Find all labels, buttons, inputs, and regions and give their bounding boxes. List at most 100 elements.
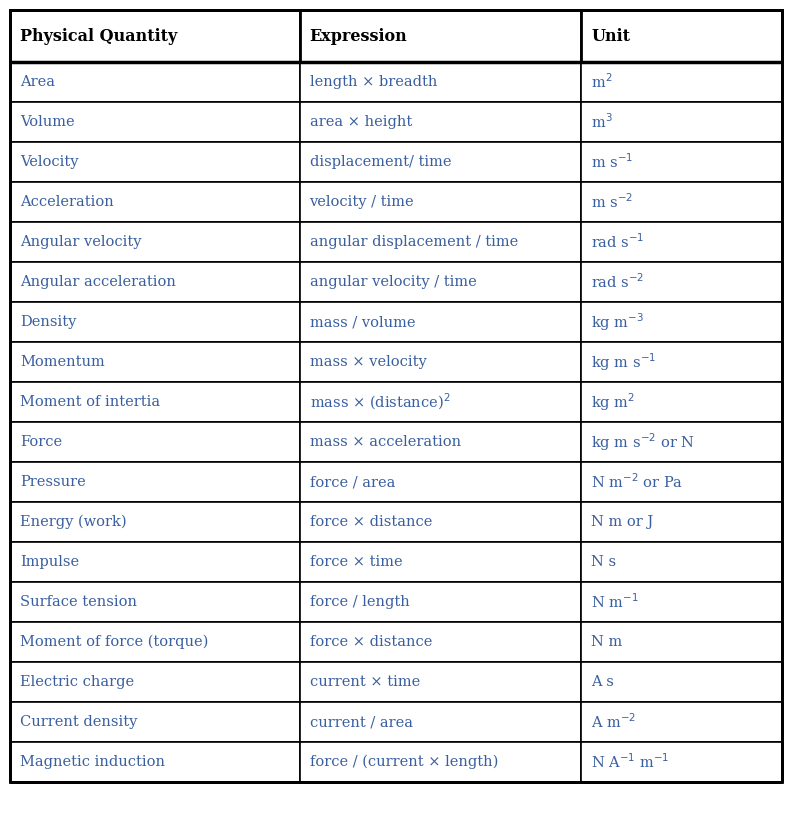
Bar (299, 342, 581, 382)
Bar (299, 542, 581, 582)
Bar (10, 702, 299, 742)
Text: force / (current × length): force / (current × length) (310, 755, 498, 770)
Text: kg m s$^{-1}$: kg m s$^{-1}$ (592, 351, 657, 373)
Text: A s: A s (592, 675, 614, 689)
Text: N m or J: N m or J (592, 515, 653, 529)
Text: force × time: force × time (310, 555, 402, 569)
Bar (10, 742, 299, 782)
Bar (581, 422, 782, 462)
Text: Pressure: Pressure (20, 475, 86, 489)
Text: N s: N s (592, 555, 616, 569)
Text: Moment of force (torque): Moment of force (torque) (20, 635, 208, 649)
Text: current / area: current / area (310, 715, 413, 729)
Text: A m$^{-2}$: A m$^{-2}$ (592, 713, 637, 732)
Text: angular velocity / time: angular velocity / time (310, 275, 476, 289)
Text: m$^{3}$: m$^{3}$ (592, 113, 613, 132)
Bar (581, 742, 782, 782)
Bar (10, 142, 299, 182)
Text: Electric charge: Electric charge (20, 675, 134, 689)
Bar (581, 182, 782, 222)
Bar (299, 262, 581, 302)
Text: m$^{2}$: m$^{2}$ (592, 72, 613, 91)
Bar (10, 62, 299, 102)
Bar (10, 262, 299, 302)
Bar (299, 222, 581, 262)
Bar (299, 382, 581, 422)
Text: Moment of intertia: Moment of intertia (20, 395, 160, 409)
Bar (299, 702, 581, 742)
Text: velocity / time: velocity / time (310, 195, 414, 209)
Bar (299, 742, 581, 782)
Text: force / length: force / length (310, 595, 409, 609)
Bar (581, 662, 782, 702)
Bar (10, 182, 299, 222)
Text: N m: N m (592, 635, 623, 649)
Text: N m$^{-1}$: N m$^{-1}$ (592, 593, 639, 611)
Text: Energy (work): Energy (work) (20, 515, 127, 529)
Bar (10, 342, 299, 382)
Text: Physical Quantity: Physical Quantity (20, 27, 177, 44)
Text: current × time: current × time (310, 675, 420, 689)
Bar (299, 622, 581, 662)
Bar (581, 10, 782, 62)
Text: displacement/ time: displacement/ time (310, 155, 451, 169)
Bar (581, 542, 782, 582)
Text: Angular acceleration: Angular acceleration (20, 275, 176, 289)
Text: force × distance: force × distance (310, 515, 432, 529)
Bar (299, 102, 581, 142)
Bar (10, 502, 299, 542)
Bar (299, 462, 581, 502)
Bar (10, 662, 299, 702)
Text: rad s$^{-1}$: rad s$^{-1}$ (592, 233, 645, 251)
Text: length × breadth: length × breadth (310, 75, 437, 89)
Text: mass × (distance)$^{2}$: mass × (distance)$^{2}$ (310, 392, 450, 412)
Text: Density: Density (20, 315, 76, 329)
Text: Expression: Expression (310, 27, 407, 44)
Bar (581, 702, 782, 742)
Bar (581, 462, 782, 502)
Text: Acceleration: Acceleration (20, 195, 114, 209)
Bar (10, 302, 299, 342)
Bar (10, 382, 299, 422)
Bar (10, 222, 299, 262)
Bar (581, 342, 782, 382)
Bar (10, 542, 299, 582)
Text: m s$^{-2}$: m s$^{-2}$ (592, 193, 634, 212)
Bar (10, 422, 299, 462)
Bar (299, 582, 581, 622)
Text: Force: Force (20, 435, 62, 449)
Text: Area: Area (20, 75, 55, 89)
Text: Unit: Unit (592, 27, 630, 44)
Text: kg m$^{-3}$: kg m$^{-3}$ (592, 311, 645, 332)
Text: mass × acceleration: mass × acceleration (310, 435, 461, 449)
Text: Current density: Current density (20, 715, 137, 729)
Bar (581, 302, 782, 342)
Bar (581, 142, 782, 182)
Bar (581, 502, 782, 542)
Text: Magnetic induction: Magnetic induction (20, 755, 165, 769)
Text: rad s$^{-2}$: rad s$^{-2}$ (592, 272, 645, 291)
Bar (299, 10, 581, 62)
Text: mass / volume: mass / volume (310, 315, 415, 329)
Bar (581, 582, 782, 622)
Text: m s$^{-1}$: m s$^{-1}$ (592, 152, 634, 171)
Text: kg m$^{2}$: kg m$^{2}$ (592, 391, 635, 413)
Bar (299, 502, 581, 542)
Bar (10, 582, 299, 622)
Text: Momentum: Momentum (20, 355, 105, 369)
Text: angular displacement / time: angular displacement / time (310, 235, 518, 249)
Bar (581, 262, 782, 302)
Text: Surface tension: Surface tension (20, 595, 137, 609)
Text: mass × velocity: mass × velocity (310, 355, 426, 369)
Bar (10, 622, 299, 662)
Text: Volume: Volume (20, 115, 74, 129)
Bar (299, 182, 581, 222)
Text: area × height: area × height (310, 115, 412, 129)
Bar (10, 102, 299, 142)
Bar (299, 62, 581, 102)
Text: N A$^{-1}$ m$^{-1}$: N A$^{-1}$ m$^{-1}$ (592, 753, 670, 771)
Text: N m$^{-2}$ or Pa: N m$^{-2}$ or Pa (592, 472, 683, 491)
Bar (581, 102, 782, 142)
Text: Velocity: Velocity (20, 155, 78, 169)
Bar (581, 222, 782, 262)
